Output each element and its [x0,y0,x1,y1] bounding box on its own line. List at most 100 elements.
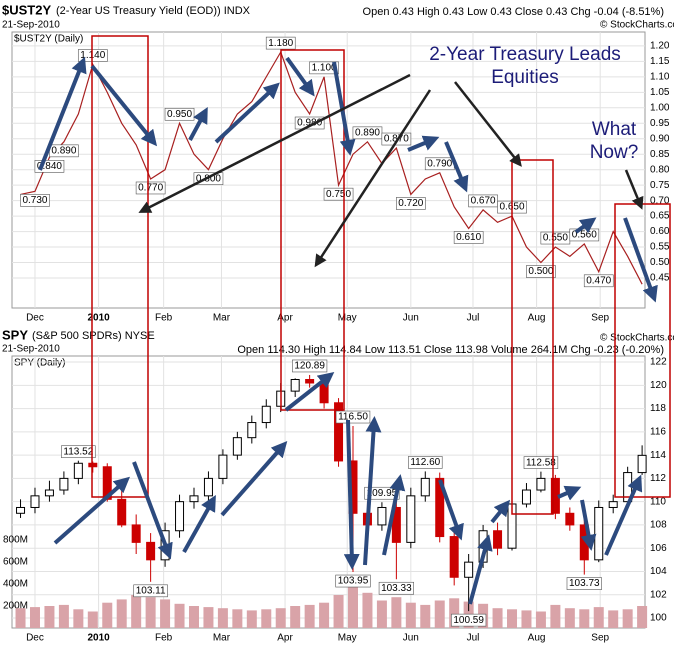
point-label: 109.95 [367,488,398,499]
arrow [490,499,511,524]
x-tick-label: Aug [528,633,546,644]
point-label: 0.980 [297,118,322,129]
volume-bar [174,603,185,628]
x-tick-label: Aug [528,313,546,324]
volume-bar [637,606,648,628]
arrow [214,82,280,144]
x-tick-label: Mar [213,313,231,324]
candle-body [59,477,69,491]
highlight-box [91,35,149,498]
y-tick-label: 118 [650,403,666,414]
y-tick-label: 0.80 [650,164,670,175]
volume-bar [246,610,257,628]
volume-bar [333,595,344,628]
volume-bar [550,604,561,628]
y-tick-label: 0.95 [650,118,670,129]
bottom-title: SPY [2,327,28,342]
point-label: 112.60 [410,457,440,468]
y-tick-label: 1.00 [650,102,670,113]
point-label: 0.770 [138,183,163,194]
volume-tick-label: 400M [3,579,28,590]
highlight-box [280,49,345,411]
point-label: 0.670 [471,196,496,207]
volume-bar [217,608,228,628]
candle-body [521,489,531,505]
point-label-box [408,456,443,469]
x-tick-label: Apr [277,633,293,644]
y-tick-label: 1.20 [650,41,670,52]
volume-bar [608,610,619,628]
point-label-box [526,265,556,278]
point-label: 103.73 [569,578,600,589]
point-label: 1.140 [80,50,105,61]
volume-bar [203,607,214,628]
point-label: 116.50 [338,412,368,423]
point-label-box [335,574,371,588]
arrow [468,534,493,605]
volume-bar [116,599,127,628]
bottom-stats: Open 114.30 High 114.84 Low 113.51 Close… [237,344,664,356]
candle-body [493,530,503,549]
x-tick-label: Sep [591,633,609,644]
x-tick-label: 2010 [87,313,110,324]
arrow [623,217,658,303]
point-label-box [323,187,354,201]
arrow [454,81,522,167]
arrow [285,56,315,97]
arrow [188,106,208,141]
point-label: 1.180 [268,38,293,49]
top-stats: Open 0.43 High 0.43 Low 0.43 Close 0.43 … [363,6,664,18]
point-label-box [451,613,487,627]
candle-body [305,379,315,384]
point-label: 0.500 [528,266,553,277]
candle-body [73,462,83,479]
candle-body [175,501,185,532]
arrow [604,474,643,556]
point-label: 103.11 [136,585,166,596]
point-label: 0.840 [37,161,62,172]
volume-bar [290,606,301,628]
bottom-date: 21-Sep-2010 [2,344,60,355]
candle-body [594,506,604,561]
candle-body [406,495,416,543]
candle-body [30,495,40,508]
arrow [363,416,382,566]
candle-body [464,561,474,578]
y-tick-label: 0.85 [650,149,670,160]
volume-bar [232,609,243,628]
point-label-box [381,132,412,146]
candle-body [290,379,300,392]
x-tick-label: 2010 [87,633,110,644]
top-title: $UST2Y [2,2,51,17]
volume-tick-label: 200M [3,601,28,612]
x-tick-label: May [338,313,357,324]
y-tick-label: 1.10 [650,72,670,83]
y-tick-label: 0.65 [650,211,670,222]
point-label-box [20,194,50,207]
trend-arrows [38,56,658,605]
y-tick-label: 0.75 [650,180,670,191]
x-tick-label: Jun [403,313,419,324]
highlight-box [511,159,554,515]
annotation: Equities [491,67,559,88]
volume-bar [29,607,40,628]
point-label: 0.890 [51,145,76,156]
volume-tick-label: 600M [3,557,28,568]
point-label: 103.95 [338,576,369,587]
top-watermark: © StockCharts.com [600,20,674,31]
volume-bar [131,595,142,628]
volume-bar [492,608,503,628]
point-label: 1.100 [312,63,337,74]
point-label-box [523,456,559,469]
point-label: 103.33 [381,583,412,594]
arrow [343,419,360,570]
top-subtitle: (2-Year US Treasury Yield (EOD)) INDX [56,5,251,17]
y-tick-label: 0.60 [650,226,670,237]
volume-bar [564,608,575,628]
volume-bar [73,609,84,628]
volume-bar [507,609,518,628]
volume-bar [391,597,402,628]
volume-bar [535,611,546,628]
volume-bar [420,604,431,628]
candle-body [203,477,213,497]
